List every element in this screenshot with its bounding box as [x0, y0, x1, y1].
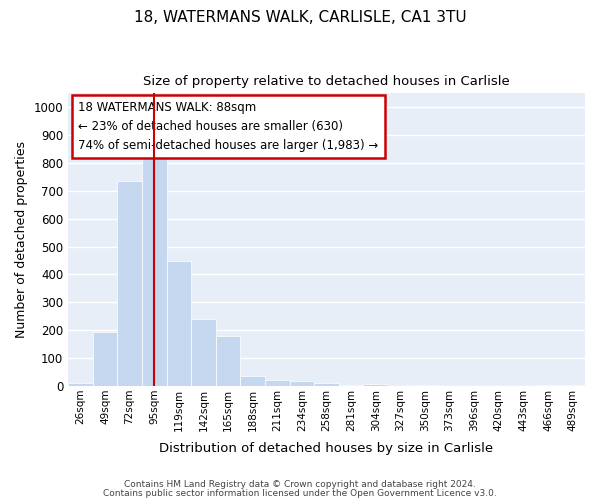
- Bar: [117, 181, 142, 386]
- Bar: [216, 336, 241, 386]
- Bar: [191, 318, 216, 386]
- Bar: [314, 383, 339, 386]
- Bar: [92, 332, 117, 386]
- Bar: [241, 376, 265, 386]
- Bar: [413, 384, 437, 386]
- Bar: [265, 380, 290, 386]
- Y-axis label: Number of detached properties: Number of detached properties: [15, 141, 28, 338]
- Bar: [167, 261, 191, 386]
- Bar: [142, 154, 167, 386]
- Bar: [536, 384, 560, 386]
- Bar: [364, 384, 388, 386]
- Title: Size of property relative to detached houses in Carlisle: Size of property relative to detached ho…: [143, 75, 510, 88]
- Bar: [290, 381, 314, 386]
- Bar: [68, 382, 92, 386]
- Text: Contains public sector information licensed under the Open Government Licence v3: Contains public sector information licen…: [103, 489, 497, 498]
- Text: Contains HM Land Registry data © Crown copyright and database right 2024.: Contains HM Land Registry data © Crown c…: [124, 480, 476, 489]
- Bar: [339, 384, 364, 386]
- Text: 18, WATERMANS WALK, CARLISLE, CA1 3TU: 18, WATERMANS WALK, CARLISLE, CA1 3TU: [134, 10, 466, 25]
- X-axis label: Distribution of detached houses by size in Carlisle: Distribution of detached houses by size …: [160, 442, 494, 455]
- Text: 18 WATERMANS WALK: 88sqm
← 23% of detached houses are smaller (630)
74% of semi-: 18 WATERMANS WALK: 88sqm ← 23% of detach…: [79, 100, 379, 152]
